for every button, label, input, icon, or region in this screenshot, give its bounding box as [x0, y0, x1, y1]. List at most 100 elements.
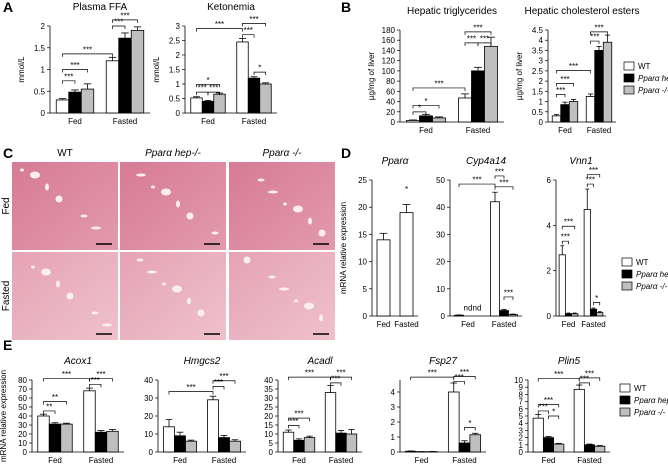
- y-tick-label: 5: [363, 285, 368, 294]
- significance-label: ***: [473, 23, 482, 32]
- bar: [346, 434, 357, 452]
- chart-title: Pparα: [382, 156, 409, 167]
- y-tick-label: 10: [18, 439, 27, 448]
- panel-letter: B: [341, 0, 351, 15]
- y-tick-label: 1: [391, 433, 396, 442]
- bar: [574, 389, 584, 452]
- bar: [584, 209, 590, 316]
- y-tick-label: 6: [547, 176, 552, 185]
- bar: [448, 392, 459, 452]
- y-tick-label: 3: [539, 57, 544, 66]
- legend-label: WT: [638, 62, 651, 71]
- y-tick-label: 40: [18, 412, 27, 421]
- vessel: [41, 269, 51, 276]
- bar: [597, 313, 603, 316]
- legend-label: Pparα hep-/-: [636, 270, 668, 279]
- vessel: [269, 276, 276, 279]
- bar: [237, 42, 249, 113]
- legend-label: Pparα -/-: [634, 408, 666, 417]
- bar: [56, 100, 69, 113]
- y-tick-label: 80: [18, 376, 27, 385]
- y-tick-label: 120: [382, 57, 396, 66]
- y-tick-label: 0.5: [169, 95, 181, 104]
- histology-image: [229, 252, 335, 340]
- significance-label: ***: [499, 178, 508, 187]
- y-tick-label: 1: [539, 98, 544, 107]
- bar: [248, 78, 260, 113]
- y-tick-label: 2: [547, 267, 552, 276]
- panel-letter: E: [3, 337, 12, 353]
- significance-label: ***: [62, 370, 71, 379]
- y-tick-label: 3: [176, 22, 181, 31]
- vessel: [92, 312, 99, 315]
- significance-label: ***: [219, 372, 228, 381]
- significance-label: ***: [294, 410, 303, 419]
- y-tick-label: 0: [41, 109, 46, 118]
- legend-swatch: [620, 408, 630, 416]
- bar: [595, 446, 605, 452]
- significance-label: nd: [473, 303, 482, 312]
- y-axis-label: mmol/L: [152, 56, 161, 83]
- x-tick-label: Fasted: [466, 126, 490, 135]
- bar: [552, 116, 561, 122]
- legend-swatch: [622, 258, 632, 266]
- y-tick-label: 25: [358, 176, 367, 185]
- histology-row-label: Fasted: [1, 281, 12, 312]
- significance-label: ***: [467, 34, 476, 43]
- y-axis-label: mmol/L: [17, 56, 26, 83]
- significance-label: ***: [564, 218, 573, 227]
- x-tick-label: Fed: [173, 456, 187, 465]
- x-tick-label: Fed: [48, 456, 62, 465]
- y-tick-label: 10: [144, 430, 153, 439]
- vessel: [67, 293, 74, 300]
- significance-label: **: [52, 393, 58, 402]
- y-tick-label: 2.5: [532, 67, 544, 76]
- bar: [95, 432, 107, 452]
- y-tick-label: 0: [23, 448, 28, 457]
- bar: [584, 445, 594, 452]
- vessel: [187, 298, 191, 305]
- vessel: [268, 191, 278, 194]
- chart-title: Ketonemia: [207, 2, 255, 13]
- y-tick-label: 4: [391, 388, 396, 397]
- y-axis-label: mRNA relative expression: [339, 202, 348, 294]
- significance-label: ***: [428, 369, 437, 378]
- bar: [485, 46, 498, 122]
- vessel: [308, 218, 312, 225]
- vessel: [304, 303, 314, 310]
- bar: [377, 240, 390, 316]
- vessel: [31, 266, 35, 269]
- chart-title: Acox1: [63, 356, 92, 367]
- chart-title: Plin5: [558, 356, 581, 367]
- y-tick-label: 50: [436, 176, 445, 185]
- vessel: [136, 174, 146, 177]
- bar: [595, 50, 604, 122]
- y-tick-label: 20: [144, 412, 153, 421]
- x-tick-label: Fasted: [89, 456, 113, 465]
- y-tick-label: 1.5: [532, 87, 544, 96]
- bar: [586, 96, 595, 122]
- bar: [106, 61, 119, 113]
- y-tick-label: 0: [149, 448, 154, 457]
- y-tick-label: 30: [264, 394, 273, 403]
- y-tick-label: 5: [269, 439, 274, 448]
- bar: [84, 391, 96, 452]
- y-tick-label: 0: [176, 109, 181, 118]
- vessel: [56, 196, 63, 203]
- x-tick-label: Fasted: [577, 456, 601, 465]
- legend-label: Pparα hep-/-: [638, 74, 668, 83]
- bar: [283, 432, 294, 452]
- y-tick-label: 60: [18, 394, 27, 403]
- x-tick-label: Fed: [201, 117, 215, 126]
- y-tick-label: 20: [18, 430, 27, 439]
- bar: [470, 435, 481, 452]
- bar: [554, 444, 564, 452]
- y-tick-label: 0.5: [34, 87, 46, 96]
- legend-swatch: [624, 86, 634, 94]
- bar: [230, 441, 241, 452]
- y-tick-label: 30: [18, 421, 27, 430]
- y-tick-label: 80: [386, 77, 395, 86]
- significance-label: ***: [249, 15, 258, 24]
- y-tick-label: 0: [391, 448, 396, 457]
